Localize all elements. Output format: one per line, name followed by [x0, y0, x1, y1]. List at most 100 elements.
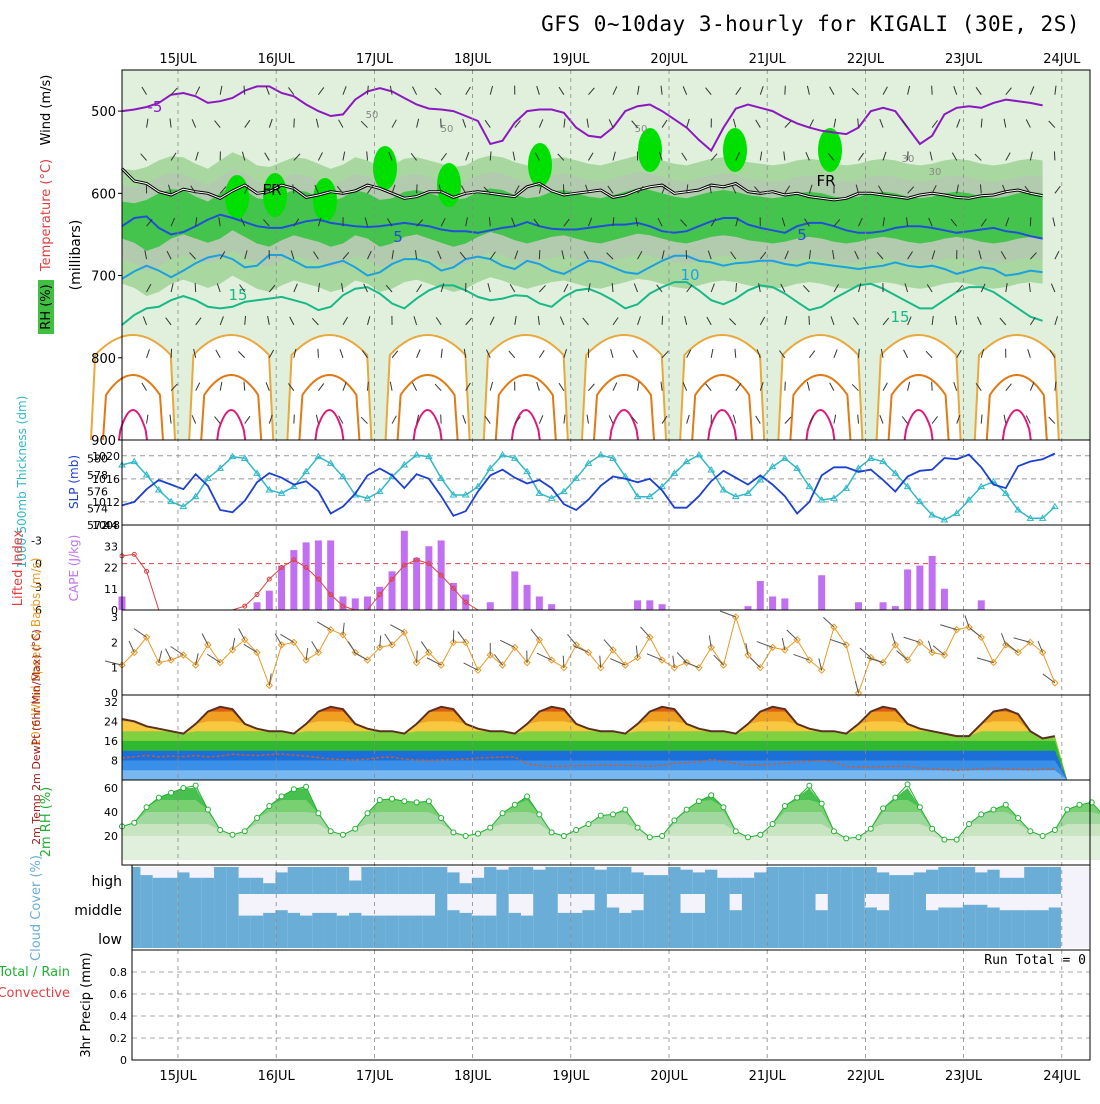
- cloud-cell: [901, 875, 913, 894]
- temp-band-7: [122, 770, 1067, 780]
- wind-barb-10m: [171, 647, 184, 655]
- cloud-cell: [570, 867, 582, 894]
- pressure-tick-label: 600: [91, 187, 116, 202]
- rh-point: [291, 787, 296, 792]
- cloud-cell: [251, 916, 263, 921]
- rh-point: [672, 818, 677, 823]
- thickness-point: [1052, 504, 1058, 509]
- cloud-cell: [803, 894, 815, 921]
- rh-point: [377, 798, 382, 803]
- cloud-cell: [926, 910, 938, 921]
- pressure-tick-label: 700: [91, 270, 116, 285]
- cape-bar: [978, 600, 985, 610]
- cloud-cell: [132, 921, 140, 948]
- cloud-cell: [693, 872, 705, 894]
- cloud-cell: [325, 921, 337, 948]
- date-label-bottom: 17JUL: [356, 1069, 394, 1084]
- rh-point: [181, 786, 186, 791]
- rh-point: [758, 832, 763, 837]
- cloud-cell: [275, 921, 287, 948]
- cloud-cover-panel: [132, 867, 1090, 948]
- cloud-cell: [681, 870, 693, 894]
- cloud-cell: [251, 878, 263, 894]
- cape-bar: [536, 596, 543, 610]
- cloud-cell: [509, 913, 521, 921]
- cape-bar: [511, 571, 518, 610]
- cloud-cell: [681, 913, 693, 921]
- cloud-cell: [423, 867, 435, 894]
- cloud-cell: [337, 921, 349, 948]
- cloud-cell: [852, 894, 864, 921]
- rh-point: [782, 804, 787, 809]
- cloud-cell: [926, 870, 938, 894]
- wind-barb-10m: [750, 658, 760, 668]
- precip-panel: Run Total = 0: [132, 953, 1090, 1060]
- cape-bar: [941, 589, 948, 610]
- cloud-cell: [374, 921, 386, 948]
- wind-tick-label: 2: [111, 636, 118, 649]
- cloud-cell: [1024, 910, 1036, 921]
- temperature-panel: [122, 707, 1067, 780]
- cloud-cell: [681, 921, 693, 948]
- wind-barb-10m: [129, 641, 134, 652]
- cloud-cell: [509, 921, 521, 948]
- rh-point: [586, 822, 591, 827]
- rh-point: [1065, 807, 1070, 812]
- slp-thickness-panel: [119, 452, 1090, 525]
- rh-core-7: [723, 128, 747, 172]
- axis-title: Convective: [0, 986, 70, 1001]
- axis-title: SLP (mb): [67, 455, 81, 509]
- cloud-cell: [730, 910, 742, 921]
- cloud-cell: [766, 921, 778, 948]
- date-label-bottom: 20JUL: [650, 1069, 688, 1084]
- cloud-cell: [263, 921, 275, 948]
- cloud-cell: [521, 867, 533, 894]
- cloud-cell: [423, 921, 435, 948]
- cloud-cell: [410, 921, 422, 948]
- cloud-cell: [779, 921, 791, 948]
- cloud-cell: [263, 883, 275, 894]
- cloud-cell: [484, 921, 496, 948]
- date-label-top: 18JUL: [454, 52, 492, 67]
- cloud-cell: [595, 921, 607, 948]
- rh-point: [549, 830, 554, 835]
- cloud-cell: [374, 916, 386, 921]
- wind-barb-10m: [500, 640, 515, 647]
- rh-point: [279, 794, 284, 799]
- cloud-cell: [165, 894, 177, 921]
- cloud-cell: [484, 867, 496, 894]
- cape-bar: [781, 598, 788, 610]
- slp-tick-label: 1016: [92, 473, 120, 486]
- cloud-cell: [153, 894, 165, 921]
- date-label-bottom: 18JUL: [454, 1069, 492, 1084]
- rh-point: [623, 807, 628, 812]
- cloud-cell: [828, 921, 840, 948]
- cloud-cell: [300, 921, 312, 948]
- cape-bar: [524, 585, 531, 610]
- slp-tick-label: 1020: [92, 450, 120, 463]
- wind-barb-10m: [677, 652, 687, 662]
- cloud-cell: [766, 867, 778, 894]
- rh-point: [611, 812, 616, 817]
- chart-title: GFS 0~10day 3-hourly for KIGALI (30E, 2S…: [541, 12, 1080, 36]
- cloud-cell: [742, 878, 754, 894]
- rh-point: [684, 807, 689, 812]
- rh-core-2: [313, 178, 337, 222]
- cloud-cell: [1012, 878, 1024, 894]
- rh-point: [1028, 829, 1033, 834]
- cloud-cell: [447, 921, 459, 948]
- cloud-cell: [153, 878, 165, 894]
- cloud-cell: [877, 872, 889, 894]
- rh-point: [169, 790, 174, 795]
- cloud-cell: [631, 910, 643, 921]
- cloud-cell: [558, 921, 570, 948]
- cloud-cell: [190, 894, 202, 921]
- cloud-cell: [472, 878, 484, 894]
- cloud-cell: [914, 921, 926, 948]
- cloud-cell: [545, 921, 557, 948]
- wind-barb-10m: [904, 637, 920, 642]
- cloud-cell: [226, 867, 238, 894]
- precip-tick-label: 0.6: [110, 988, 128, 1001]
- cloud-cell: [325, 867, 337, 894]
- cloud-cell: [1000, 910, 1012, 921]
